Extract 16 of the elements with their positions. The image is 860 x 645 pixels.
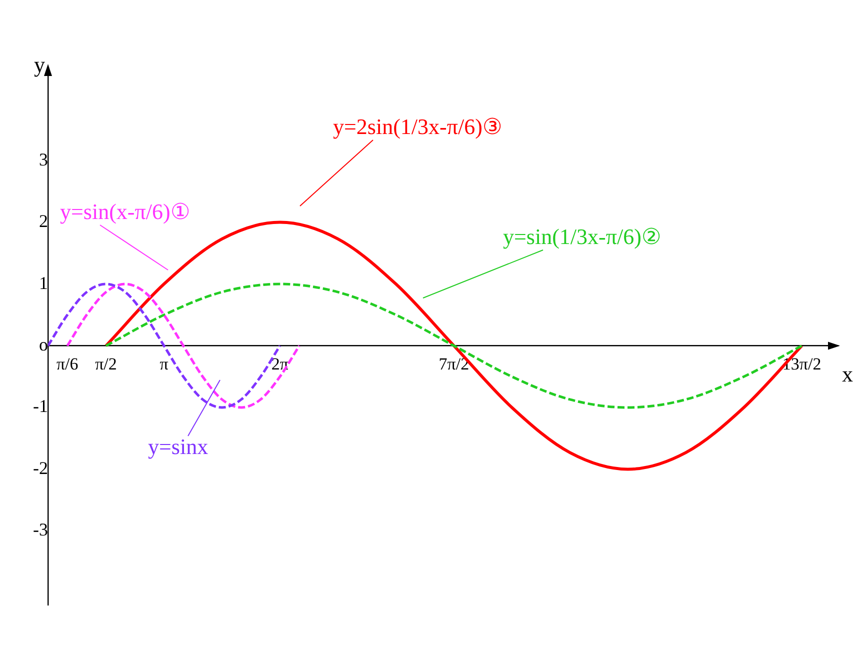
y-tick-label: -1 xyxy=(33,396,48,416)
y-tick-label: 3 xyxy=(39,149,48,170)
text: y=2sin(1/3x-π/6)③ xyxy=(333,114,502,139)
y-axis-title: y xyxy=(34,52,45,77)
x-tick-label: π/6 xyxy=(56,354,78,374)
x-tick-label: π xyxy=(160,354,169,374)
x-tick-label: π/2 xyxy=(95,354,117,374)
x-axis-title: x xyxy=(842,362,853,387)
text: y=sin(1/3x-π/6)② xyxy=(503,224,662,249)
y-tick-label: -3 xyxy=(33,520,48,540)
y-tick-label: o xyxy=(39,334,48,354)
y-tick-label: 2 xyxy=(39,211,48,232)
y-tick-label: -2 xyxy=(33,458,48,478)
series-label: y=sinx xyxy=(148,434,208,459)
y-tick-label: 1 xyxy=(39,272,48,293)
text: y=sin(x-π/6)① xyxy=(60,198,190,224)
